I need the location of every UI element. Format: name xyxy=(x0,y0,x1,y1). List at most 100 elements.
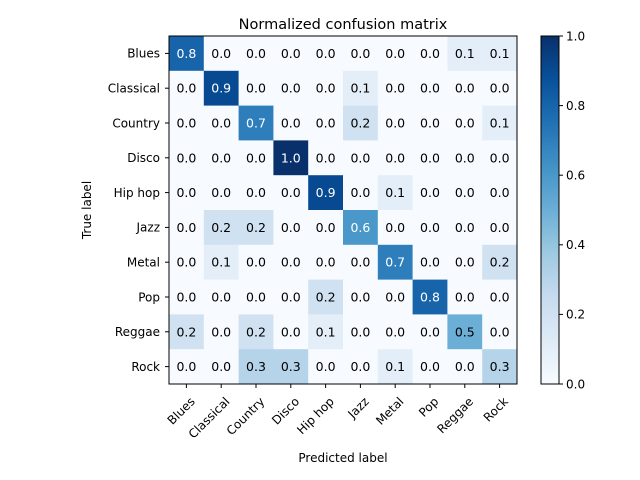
y-tick-label: Blues xyxy=(127,47,160,61)
cell-value-label: 0.0 xyxy=(246,46,266,61)
cell-value-label: 0.1 xyxy=(490,116,510,131)
cell-value-label: 0.1 xyxy=(385,185,405,200)
cell-value-label: 0.0 xyxy=(211,324,231,339)
heatmap-cell xyxy=(377,105,413,141)
x-tick-label: Metal xyxy=(373,394,406,427)
cell-value-label: 0.3 xyxy=(490,359,510,374)
y-tick-label: Jazz xyxy=(136,221,161,235)
cell-value-label: 0.1 xyxy=(455,46,475,61)
heatmap-frame xyxy=(168,35,518,385)
cell-value-label: 0.0 xyxy=(281,46,301,61)
heatmap-cell xyxy=(273,244,309,280)
heatmap-cell xyxy=(447,105,483,141)
cell-value-label: 0.0 xyxy=(246,290,266,305)
heatmap-cell xyxy=(447,349,483,385)
cell-value-label: 0.2 xyxy=(176,324,196,339)
heatmap-cell xyxy=(169,279,205,315)
cell-value-label: 0.0 xyxy=(176,116,196,131)
cell-value-label: 0.0 xyxy=(281,185,301,200)
cell-value-label: 0.0 xyxy=(455,359,475,374)
cell-value-label: 0.0 xyxy=(490,185,510,200)
cell-value-label: 0.0 xyxy=(385,290,405,305)
heatmap-cell xyxy=(273,349,309,385)
heatmap-cell xyxy=(308,36,344,72)
cell-value-label: 0.0 xyxy=(350,255,370,270)
heatmap-cell xyxy=(447,210,483,246)
cell-value-label: 0.2 xyxy=(211,220,231,235)
cell-value-label: 0.0 xyxy=(420,255,440,270)
cell-value-label: 0.0 xyxy=(211,359,231,374)
heatmap-cell xyxy=(482,210,518,246)
heatmap-cell xyxy=(273,105,309,141)
heatmap-cell xyxy=(377,244,413,280)
cell-value-label: 0.3 xyxy=(281,359,301,374)
cell-value-label: 0.0 xyxy=(420,324,440,339)
colorbar-ticks: 0.0 0.2 0.4 0.6 0.8 1.0 xyxy=(559,29,585,391)
cell-value-label: 0.8 xyxy=(420,290,440,305)
cell-value-label: 0.0 xyxy=(420,220,440,235)
heatmap-cell xyxy=(203,175,239,211)
heatmap-cell xyxy=(447,36,483,72)
heatmap-cell xyxy=(343,105,379,141)
heatmap-cell xyxy=(412,314,448,350)
cell-value-label: 0.0 xyxy=(385,46,405,61)
heatmap-cell xyxy=(203,210,239,246)
cell-value-label: 0.0 xyxy=(281,290,301,305)
y-tick-label: Metal xyxy=(127,256,160,270)
heatmap-cell xyxy=(308,279,344,315)
heatmap-cell xyxy=(343,175,379,211)
heatmap-cell xyxy=(238,349,274,385)
heatmap-cell xyxy=(273,314,309,350)
cell-value-label: 0.0 xyxy=(420,116,440,131)
cell-value-label: 0.0 xyxy=(350,359,370,374)
cell-value-label: 0.0 xyxy=(385,116,405,131)
heatmap-cell xyxy=(308,105,344,141)
cell-value-label: 0.0 xyxy=(281,255,301,270)
cell-value-label: 0.0 xyxy=(316,220,336,235)
heatmap-cell xyxy=(343,70,379,106)
cell-value-label: 0.0 xyxy=(490,290,510,305)
heatmap-cell xyxy=(308,349,344,385)
x-tick-label: Pop xyxy=(416,394,441,419)
cell-value-label: 0.9 xyxy=(211,81,231,96)
y-tick-label: Reggae xyxy=(115,325,160,339)
cell-value-label: 0.6 xyxy=(350,220,370,235)
heatmap-cell xyxy=(238,210,274,246)
heatmap-cell xyxy=(169,70,205,106)
cell-value-label: 0.0 xyxy=(385,220,405,235)
cell-value-label: 0.0 xyxy=(455,185,475,200)
heatmap-cell xyxy=(377,140,413,176)
y-tick-label: Classical xyxy=(108,82,160,96)
cell-value-label: 0.0 xyxy=(211,116,231,131)
heatmap-cell xyxy=(377,175,413,211)
heatmap-cell xyxy=(482,140,518,176)
heatmap-cell xyxy=(447,279,483,315)
cell-value-label: 0.2 xyxy=(350,116,370,131)
colorbar-tick-label: 0.8 xyxy=(566,99,585,113)
cell-value-label: 0.0 xyxy=(420,150,440,165)
cell-value-label: 0.1 xyxy=(211,255,231,270)
chart-title: Normalized confusion matrix xyxy=(239,17,448,33)
cell-value-label: 0.5 xyxy=(455,324,475,339)
cell-value-label: 0.1 xyxy=(350,81,370,96)
heatmap-cell xyxy=(482,349,518,385)
heatmap-cell xyxy=(308,70,344,106)
heatmap-cell xyxy=(482,36,518,72)
heatmap-cell xyxy=(482,175,518,211)
heatmap-cell xyxy=(273,279,309,315)
cell-value-label: 0.0 xyxy=(211,185,231,200)
heatmap-cell xyxy=(377,314,413,350)
heatmap-cell xyxy=(377,70,413,106)
heatmap-cell xyxy=(482,70,518,106)
heatmap-cell xyxy=(377,349,413,385)
y-tick-label: Disco xyxy=(127,151,160,165)
cell-value-label: 0.0 xyxy=(316,359,336,374)
cell-value-label: 0.0 xyxy=(246,185,266,200)
heatmap-cell xyxy=(308,210,344,246)
heatmap-cell xyxy=(203,244,239,280)
cell-value-label: 0.0 xyxy=(281,116,301,131)
heatmap-cell xyxy=(203,105,239,141)
heatmap-cell xyxy=(412,279,448,315)
